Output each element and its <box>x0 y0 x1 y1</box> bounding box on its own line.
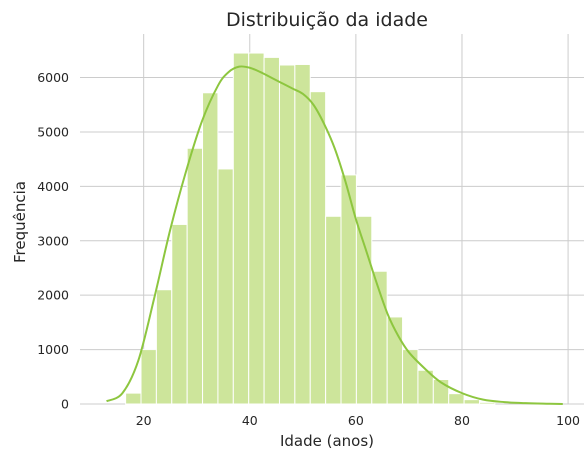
y-tick-label-4: 4000 <box>37 179 69 194</box>
x-tick-label-0: 20 <box>136 413 152 428</box>
histogram-bar-22 <box>463 399 480 405</box>
y-tick-labels: 0 1000 2000 3000 4000 5000 6000 <box>37 70 69 411</box>
histogram-bar-4 <box>186 147 204 405</box>
chart-title: Distribuição da idade <box>226 9 428 31</box>
x-tick-label-3: 80 <box>454 413 470 428</box>
histogram-bar-1 <box>140 349 157 405</box>
y-axis-label: Frequência <box>11 181 29 263</box>
x-axis-label: Idade (anos) <box>280 432 374 450</box>
x-tick-label-4: 100 <box>556 413 580 428</box>
x-tick-labels: 20 40 60 80 100 <box>136 413 580 428</box>
histogram-bar-10 <box>278 64 296 405</box>
histogram-bar-7 <box>232 52 250 405</box>
kde-curve <box>106 65 563 405</box>
y-tick-label-6: 6000 <box>37 70 69 85</box>
y-tick-label-2: 2000 <box>37 288 69 303</box>
y-tick-label-0: 0 <box>61 397 69 412</box>
x-tick-label-2: 60 <box>348 413 364 428</box>
histogram-bar-6 <box>217 168 234 405</box>
y-tick-label-5: 5000 <box>37 124 69 139</box>
histogram-bar-0 <box>125 392 142 405</box>
histogram-bar-21 <box>448 393 465 405</box>
histogram-bar-2 <box>155 289 173 405</box>
y-tick-label-3: 3000 <box>37 233 69 248</box>
histogram-bar-9 <box>263 56 280 405</box>
histogram-bars <box>125 52 496 405</box>
histogram-bar-12 <box>309 91 327 405</box>
histogram-bar-11 <box>294 63 311 405</box>
histogram-bar-13 <box>325 215 342 405</box>
histogram-bar-5 <box>202 92 219 405</box>
y-tick-label-1: 1000 <box>37 342 69 357</box>
histogram-bar-3 <box>171 223 188 405</box>
histogram-bar-23 <box>478 401 496 405</box>
histogram-bar-18 <box>402 349 419 405</box>
histogram-bar-8 <box>248 52 265 405</box>
x-tick-label-1: 40 <box>242 413 258 428</box>
